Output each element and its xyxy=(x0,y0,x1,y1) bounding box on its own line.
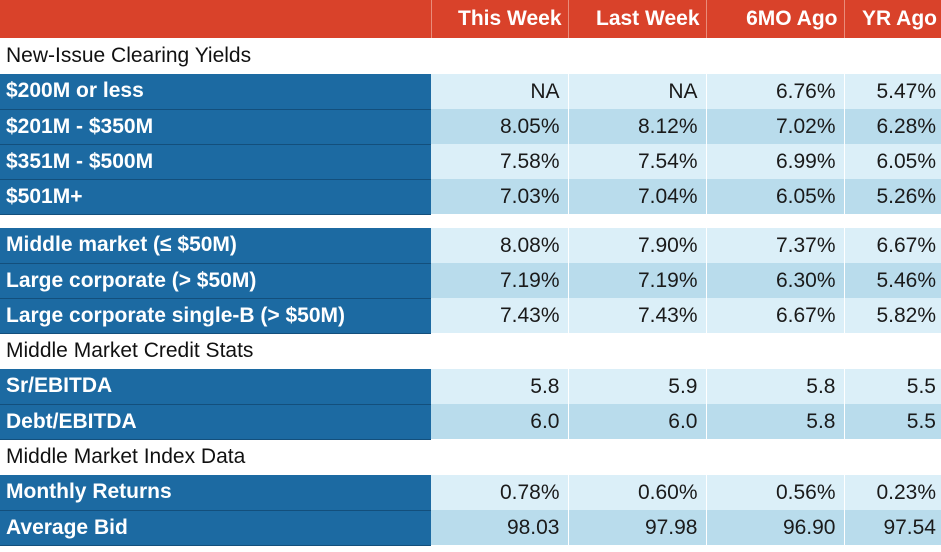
cell-yr-ago: 6.67% xyxy=(844,228,941,263)
cell-yr-ago: 97.54 xyxy=(844,510,941,545)
row-label: $201M - $350M xyxy=(0,109,431,145)
cell-this-week: 7.19% xyxy=(431,263,569,298)
row-label: Average Bid xyxy=(0,510,431,546)
cell-6mo-ago: 7.37% xyxy=(706,228,845,263)
cell-6mo-ago: 6.05% xyxy=(706,179,845,214)
cell-this-week: 5.8 xyxy=(431,369,569,404)
cell-this-week: 6.0 xyxy=(431,404,569,439)
spacer-row xyxy=(0,214,941,228)
cell-yr-ago: 5.47% xyxy=(844,74,941,109)
cell-6mo-ago: 0.56% xyxy=(706,475,845,510)
cell-6mo-ago: 96.90 xyxy=(706,510,845,545)
cell-yr-ago: 5.82% xyxy=(844,298,941,333)
col-header-yr-ago: YR Ago xyxy=(861,7,937,30)
header-corner xyxy=(0,0,432,38)
cell-last-week: 7.90% xyxy=(568,228,707,263)
cell-yr-ago: 5.46% xyxy=(844,263,941,298)
cell-this-week: 7.43% xyxy=(431,298,569,333)
table-row: Debt/EBITDA 6.0 6.0 5.8 5.5 xyxy=(0,404,941,440)
cell-yr-ago: 6.28% xyxy=(844,109,941,144)
row-label: $351M - $500M xyxy=(0,144,431,180)
header-row: This Week Last Week 6MO Ago YR Ago xyxy=(0,0,941,38)
cell-last-week: 5.9 xyxy=(568,369,707,404)
col-header-6mo-ago: 6MO Ago xyxy=(706,0,845,38)
section-title-credit-stats: Middle Market Credit Stats xyxy=(6,339,254,363)
row-label: Large corporate single-B (> $50M) xyxy=(0,298,431,334)
cell-last-week: 7.04% xyxy=(568,179,707,214)
cell-6mo-ago: 6.99% xyxy=(706,144,845,179)
col-header-last-week: Last Week xyxy=(568,0,707,38)
table-row: Large corporate single-B (> $50M) 7.43% … xyxy=(0,298,941,334)
cell-this-week: 0.78% xyxy=(431,475,569,510)
section-header: Middle Market Index Data xyxy=(0,439,941,475)
cell-this-week: 7.58% xyxy=(431,144,569,179)
cell-yr-ago: 0.23% xyxy=(844,475,941,510)
cell-this-week: 8.08% xyxy=(431,228,569,263)
row-label: Monthly Returns xyxy=(0,475,431,511)
cell-yr-ago: 5.5 xyxy=(844,369,941,404)
table-row: $351M - $500M 7.58% 7.54% 6.99% 6.05% xyxy=(0,144,941,180)
cell-last-week: NA xyxy=(568,74,707,109)
section-title-clearing-yields: New-Issue Clearing Yields xyxy=(6,44,252,67)
row-label: $200M or less xyxy=(0,74,431,110)
table-row: $501M+ 7.03% 7.04% 6.05% 5.26% xyxy=(0,179,941,215)
cell-last-week: 7.19% xyxy=(568,263,707,298)
cell-6mo-ago: 6.67% xyxy=(706,298,845,333)
cell-6mo-ago: 5.8 xyxy=(706,404,845,439)
cell-last-week: 8.12% xyxy=(568,109,707,144)
row-label: Large corporate (> $50M) xyxy=(0,263,431,299)
cell-last-week: 6.0 xyxy=(568,404,707,439)
row-label: Debt/EBITDA xyxy=(0,404,431,440)
row-label: Middle market (≤ $50M) xyxy=(0,228,431,264)
cell-last-week: 97.98 xyxy=(568,510,707,545)
cell-yr-ago: 6.05% xyxy=(844,144,941,179)
section-header: Middle Market Credit Stats xyxy=(0,333,941,369)
cell-this-week: NA xyxy=(431,74,569,109)
cell-this-week: 7.03% xyxy=(431,179,569,214)
table-row: $200M or less NA NA 6.76% 5.47% xyxy=(0,74,941,110)
cell-6mo-ago: 6.30% xyxy=(706,263,845,298)
cell-6mo-ago: 6.76% xyxy=(706,74,845,109)
spacer-cell xyxy=(0,214,941,228)
table-row: Monthly Returns 0.78% 0.60% 0.56% 0.23% xyxy=(0,475,941,511)
cell-6mo-ago: 5.8 xyxy=(706,369,845,404)
section-header: New-Issue Clearing Yields xyxy=(0,38,941,74)
cell-last-week: 7.43% xyxy=(568,298,707,333)
table-row: Average Bid 98.03 97.98 96.90 97.54 xyxy=(0,510,941,546)
row-label: $501M+ xyxy=(0,179,431,215)
table-row: Middle market (≤ $50M) 8.08% 7.90% 7.37%… xyxy=(0,228,941,264)
table-row: $201M - $350M 8.05% 8.12% 7.02% 6.28% xyxy=(0,109,941,145)
table-row: Large corporate (> $50M) 7.19% 7.19% 6.3… xyxy=(0,263,941,299)
col-header-this-week: This Week xyxy=(431,0,569,38)
cell-last-week: 0.60% xyxy=(568,475,707,510)
cell-6mo-ago: 7.02% xyxy=(706,109,845,144)
cell-this-week: 8.05% xyxy=(431,109,569,144)
table-row: Sr/EBITDA 5.8 5.9 5.8 5.5 xyxy=(0,369,941,405)
cell-yr-ago: 5.26% xyxy=(844,179,941,214)
section-title-index-data: Middle Market Index Data xyxy=(6,445,246,469)
cell-this-week: 98.03 xyxy=(431,510,569,545)
cell-yr-ago: 5.5 xyxy=(844,404,941,439)
row-label: Sr/EBITDA xyxy=(0,369,431,405)
cell-last-week: 7.54% xyxy=(568,144,707,179)
